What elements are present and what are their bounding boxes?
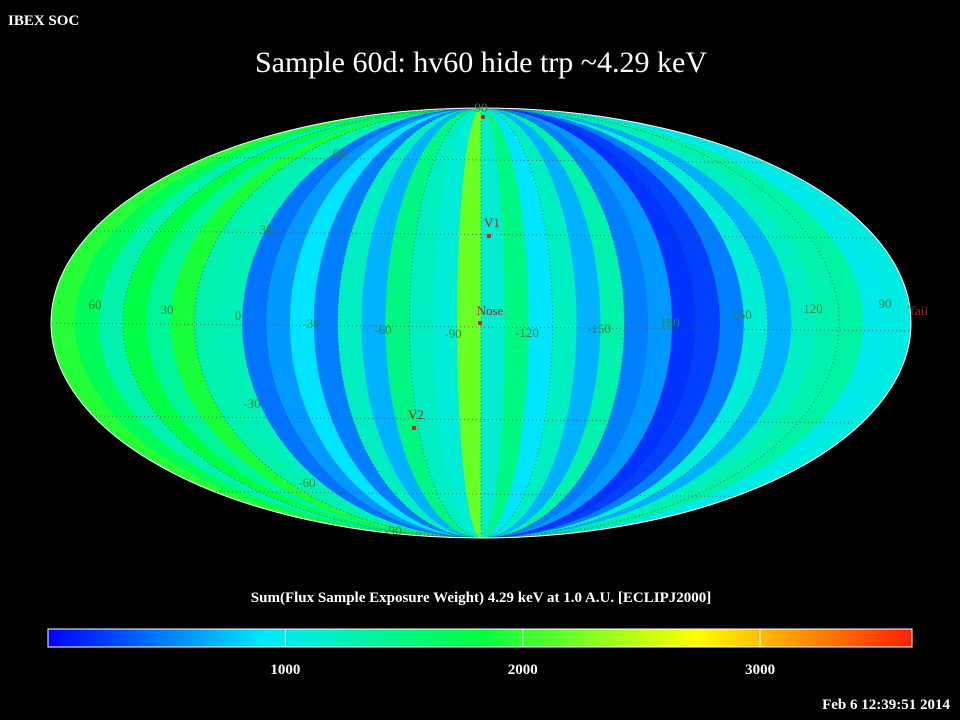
flux-strip <box>481 108 626 538</box>
meridian <box>337 108 482 538</box>
colorbar-tick-label: 2000 <box>508 662 538 678</box>
timestamp: Feb 6 12:39:51 2014 <box>822 697 950 713</box>
flux-strip <box>481 108 578 538</box>
longitude-label: 90 <box>879 296 892 311</box>
marker-dot <box>478 321 482 325</box>
title: Sample 60d: hv60 hide trp ~4.29 keV <box>255 46 707 79</box>
colorbar-tick-label: 3000 <box>745 662 775 678</box>
flux-strip <box>337 108 481 538</box>
longitude-label: -60 <box>374 322 391 337</box>
flux-strip <box>457 108 482 538</box>
parallel <box>51 415 911 424</box>
parallel <box>51 322 911 332</box>
longitude-label: -30 <box>302 316 319 331</box>
longitude-label: 60 <box>89 297 102 312</box>
map-labels: 60 30 0 -30 -60 -90 -120 -150 180 150 120 90 90 60 30 -… <box>89 100 929 538</box>
marker-label: V1 <box>484 215 500 230</box>
marker-label: V2 <box>408 407 424 422</box>
latitude-label: 60 <box>333 146 346 161</box>
longitude-label: 150 <box>732 307 752 322</box>
parallel <box>51 230 911 239</box>
parallel <box>51 155 911 165</box>
longitude-label: 120 <box>803 301 823 316</box>
marker-dot <box>487 234 491 238</box>
colorbar <box>47 628 913 648</box>
marker-label: Tail <box>908 303 928 318</box>
flux-strip <box>409 108 481 538</box>
flux-strip <box>385 108 481 538</box>
flux-strip <box>313 108 481 538</box>
flux-strip <box>481 108 554 538</box>
meridian <box>480 108 697 538</box>
parallel <box>51 489 911 499</box>
longitude-label: -120 <box>515 325 539 340</box>
map-border <box>50 107 912 539</box>
flux-strip <box>481 108 530 538</box>
colorbar-tick-label: 1000 <box>270 662 300 678</box>
longitude-label: 0 <box>235 308 242 323</box>
meridian <box>480 108 769 538</box>
meridian <box>480 108 554 538</box>
latitude-label: -90 <box>384 523 401 538</box>
latitude-label: 90 <box>475 100 488 115</box>
latitude-label: -60 <box>298 475 315 490</box>
map-strips <box>51 108 911 538</box>
graticule <box>51 108 911 538</box>
meridian <box>193 108 482 538</box>
meridian <box>265 108 482 538</box>
meridian <box>480 108 840 538</box>
latitude-label: 30 <box>260 222 273 237</box>
meridian <box>122 108 482 538</box>
marker-dot <box>481 115 485 119</box>
flux-strip <box>361 108 481 538</box>
longitude-label: 30 <box>161 302 174 317</box>
longitude-label: 180 <box>660 315 680 330</box>
flux-strip <box>481 108 506 538</box>
colorbar-ticks: 1000 2000 3000 <box>270 629 775 678</box>
colorbar-label: Sum(Flux Sample Exposure Weight) 4.29 ke… <box>251 590 711 606</box>
flux-strip <box>481 108 602 538</box>
latitude-label: -30 <box>243 396 260 411</box>
meridian <box>480 108 625 538</box>
marker-dot <box>412 426 416 430</box>
longitude-label: -150 <box>587 321 611 336</box>
meridian <box>408 108 482 538</box>
longitude-label: -90 <box>444 326 461 341</box>
marker-label: Nose <box>477 303 504 318</box>
source-label: IBEX SOC <box>8 13 79 29</box>
flux-strip <box>481 108 650 538</box>
